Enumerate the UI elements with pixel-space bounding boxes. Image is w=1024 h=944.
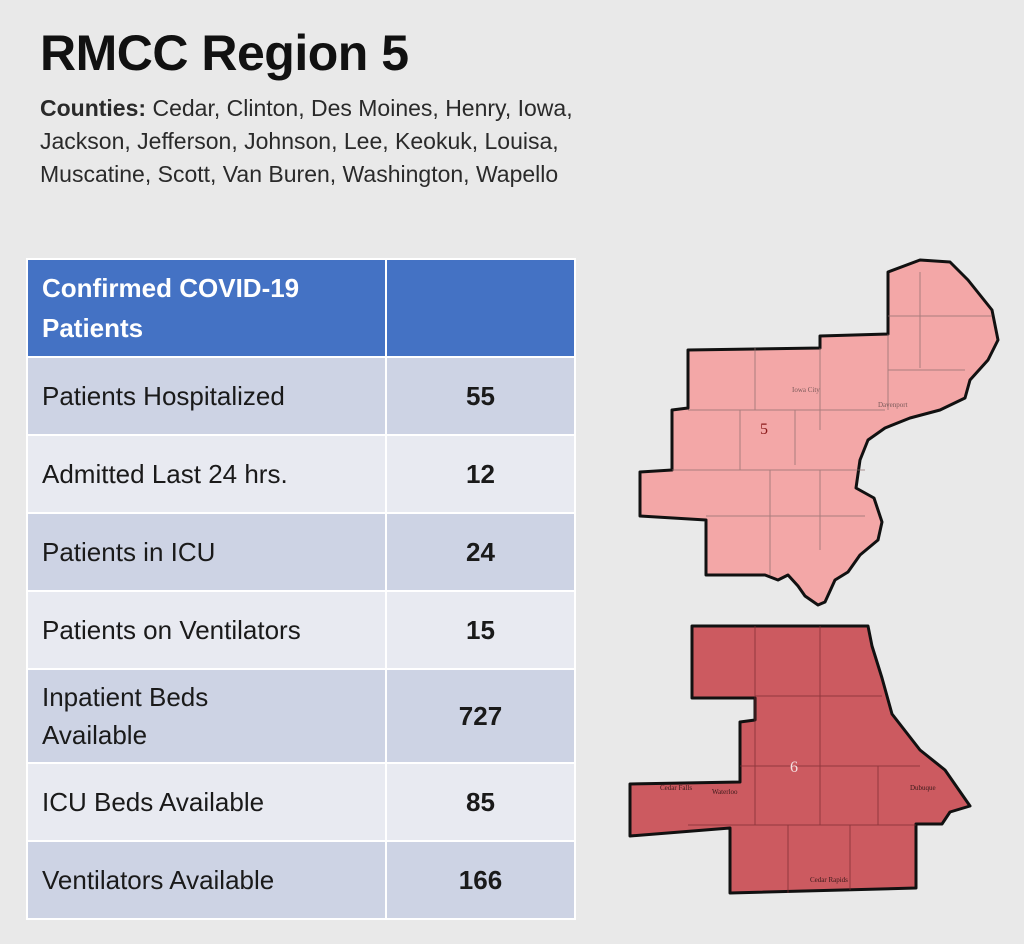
table-row: Patients Hospitalized 55 — [26, 356, 576, 436]
row-value: 24 — [385, 512, 576, 592]
row-value: 85 — [385, 762, 576, 842]
row-value: 15 — [385, 590, 576, 670]
table-row: Inpatient Beds Available 727 — [26, 668, 576, 764]
row-label: Patients Hospitalized — [26, 356, 387, 436]
region-6-label: 6 — [790, 759, 798, 776]
row-label: Patients in ICU — [26, 512, 387, 592]
covid-stats-table: Confirmed COVID-19 Patients Patients Hos… — [26, 258, 576, 920]
page-title: RMCC Region 5 — [40, 25, 409, 81]
row-label: Ventilators Available — [26, 840, 387, 920]
table-row: ICU Beds Available 85 — [26, 762, 576, 842]
region-maps: 5 Iowa City Davenport 6 Cedar Falls Wate… — [628, 258, 1000, 895]
place-label-dubuque: Dubuque — [910, 784, 936, 792]
region-5-shape — [638, 258, 1000, 607]
counties-label: Counties: — [40, 95, 147, 121]
table-row: Admitted Last 24 hrs. 12 — [26, 434, 576, 514]
row-label: ICU Beds Available — [26, 762, 387, 842]
table-row: Ventilators Available 166 — [26, 840, 576, 920]
counties-names: Cedar, Clinton, Des Moines, Henry, Iowa,… — [40, 95, 573, 187]
place-label-davenport: Davenport — [878, 401, 908, 409]
row-label: Patients on Ventilators — [26, 590, 387, 670]
place-label-waterloo: Waterloo — [712, 788, 738, 796]
table-row: Patients on Ventilators 15 — [26, 590, 576, 670]
place-label-cedar-falls: Cedar Falls — [660, 784, 692, 792]
row-label: Inpatient Beds Available — [26, 668, 387, 764]
region-5-label: 5 — [760, 421, 768, 438]
table-header-blank — [385, 258, 576, 358]
region-6-map: 6 Cedar Falls Waterloo Dubuque Cedar Rap… — [628, 624, 972, 895]
counties-list: Counties: Cedar, Clinton, Des Moines, He… — [40, 92, 600, 191]
row-value: 727 — [385, 668, 576, 764]
table-header: Confirmed COVID-19 Patients — [26, 258, 387, 358]
table-header-row: Confirmed COVID-19 Patients — [26, 258, 576, 358]
row-value: 12 — [385, 434, 576, 514]
place-label-cedar-rapids: Cedar Rapids — [810, 876, 848, 884]
table-row: Patients in ICU 24 — [26, 512, 576, 592]
region-6-shape — [628, 624, 972, 895]
row-value: 55 — [385, 356, 576, 436]
row-label: Admitted Last 24 hrs. — [26, 434, 387, 514]
region-5-map: 5 Iowa City Davenport — [638, 258, 1000, 607]
place-label-iowa-city: Iowa City — [792, 386, 820, 394]
row-value: 166 — [385, 840, 576, 920]
